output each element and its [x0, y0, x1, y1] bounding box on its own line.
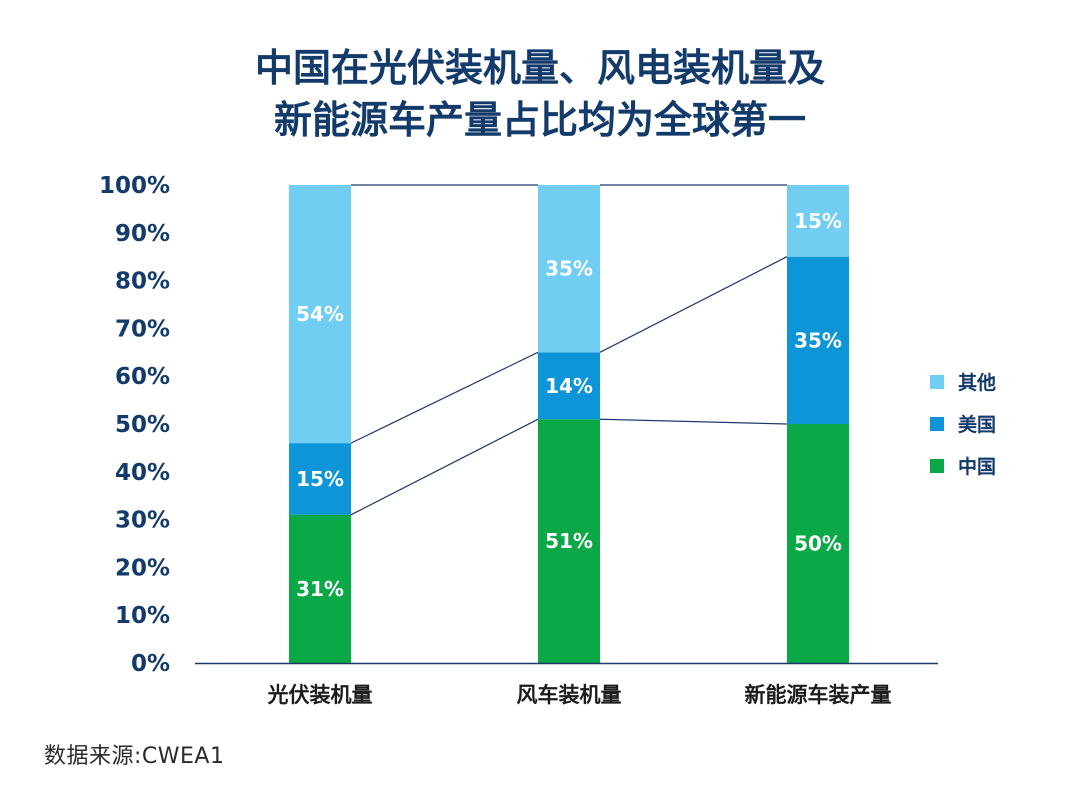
data-label-其他-风车装机量: 35%: [545, 257, 593, 281]
bar-其他-光伏装机量: [289, 185, 351, 444]
data-label-中国-光伏装机量: 31%: [296, 577, 344, 601]
bar-segments: [289, 185, 849, 663]
y-tick-label: 60%: [115, 364, 170, 390]
x-axis-tick-labels: 光伏装机量 风车装机量 新能源车装产量: [267, 683, 892, 707]
data-source-note: 数据来源:CWEA1: [44, 744, 225, 769]
y-tick-label: 10%: [115, 603, 170, 629]
legend-label-美国: 美国: [958, 413, 996, 436]
bar-中国-新能源车装产量: [787, 424, 849, 663]
legend-swatch-其他: [930, 375, 944, 389]
bar-中国-光伏装机量: [289, 514, 351, 663]
chart-title-line-2: 新能源车产量占比均为全球第一: [273, 98, 806, 142]
x-tick-label: 新能源车装产量: [745, 683, 892, 707]
connector-line-中国-1: [350, 418, 539, 516]
y-tick-label: 80%: [115, 269, 170, 295]
bar-美国-光伏装机量: [289, 443, 351, 515]
y-tick-label: 100%: [99, 173, 170, 199]
bar-美国-新能源车装产量: [787, 256, 849, 424]
bar-美国-风车装机量: [538, 352, 600, 420]
bar-中国-风车装机量: [538, 419, 600, 663]
y-tick-label: 50%: [115, 412, 170, 438]
data-label-美国-新能源车装产量: 35%: [794, 328, 842, 352]
data-label-其他-光伏装机量: 54%: [296, 302, 344, 326]
x-tick-label: 风车装机量: [517, 683, 622, 707]
series-connector-lines: [350, 184, 788, 516]
y-axis-tick-labels: 0% 10% 20% 30% 40% 50% 60% 70% 80% 90% 100%: [99, 173, 170, 677]
y-tick-label: 70%: [115, 316, 170, 342]
connector-line-美国-1: [350, 351, 539, 444]
bar-其他-新能源车装产量: [787, 185, 849, 257]
chart-title-line-1: 中国在光伏装机量、风电装机量及: [254, 46, 825, 90]
data-label-其他-新能源车装产量: 15%: [794, 209, 842, 233]
legend-label-其他: 其他: [958, 371, 996, 394]
legend-swatch-美国: [930, 417, 944, 431]
legend-label-中国: 中国: [958, 455, 996, 478]
y-tick-label: 0%: [131, 651, 170, 677]
connector-line-美国-2: [599, 256, 788, 353]
bar-其他-风车装机量: [538, 185, 600, 353]
y-tick-label: 20%: [115, 555, 170, 581]
data-labels: 31% 15% 54% 51% 14% 35% 50% 35% 15%: [296, 209, 842, 601]
legend-swatch-中国: [930, 459, 944, 473]
y-tick-label: 30%: [115, 508, 170, 534]
connector-line-中国-2: [599, 418, 788, 425]
y-tick-label: 90%: [115, 221, 170, 247]
data-label-美国-光伏装机量: 15%: [296, 467, 344, 491]
data-label-中国-新能源车装产量: 50%: [794, 532, 842, 556]
y-tick-label: 40%: [115, 460, 170, 486]
x-tick-label: 光伏装机量: [267, 683, 373, 707]
data-label-中国-风车装机量: 51%: [545, 529, 593, 553]
data-label-美国-风车装机量: 14%: [545, 374, 593, 398]
